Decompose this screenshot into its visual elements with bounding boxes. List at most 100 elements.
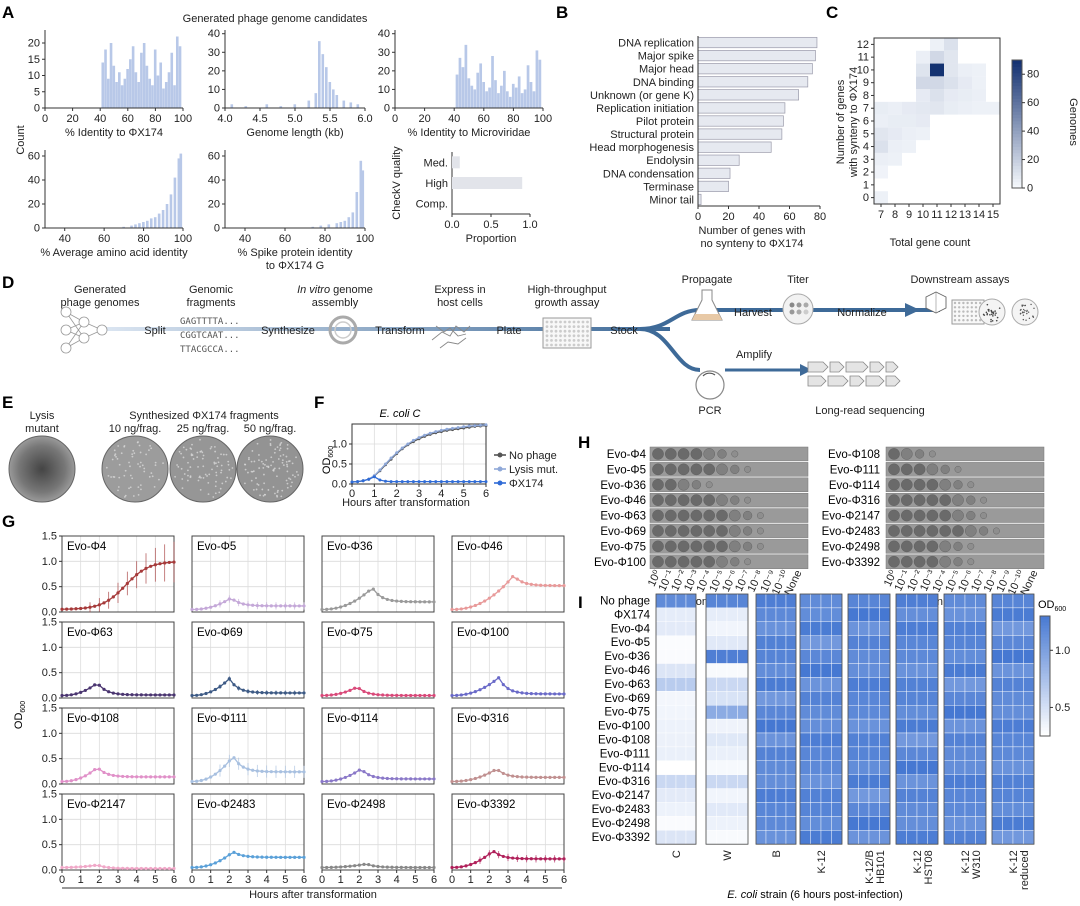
step-fragments: Genomic [189,284,234,296]
plate-well [577,320,580,324]
i-heat-cell [765,677,777,692]
i-heat-cell [726,607,738,623]
i-heat-cell [799,705,811,720]
h-phage-label: Evo-Φ2498 [822,541,880,553]
i-cbar-step [1040,637,1050,641]
a-hist-bar [470,85,474,108]
panel-g-ylabel: OD600 [13,701,27,729]
speckle [290,485,292,488]
g-series-point [241,765,245,769]
f-series-point [445,427,449,431]
speckle [253,460,256,463]
i-heat-cell [858,691,870,706]
c-heat-cell [972,89,986,102]
b-xtick-label: 80 [814,211,826,223]
i-heat-cell [831,746,843,762]
assay-plate-well [966,301,969,305]
h-spot [901,494,913,506]
i-heat-cell [943,760,955,775]
i-heat-cell [943,649,955,664]
a-xtick-label: 80 [507,113,519,125]
g-series-point [404,865,408,870]
g-series-point [163,561,167,565]
speckle [124,469,127,472]
g-series-point [562,584,566,588]
i-heat-cell [847,760,859,775]
g-series-point [93,863,97,867]
i-heat-cell [975,718,987,734]
speckle [276,495,279,498]
c-cbar-step [1012,159,1022,163]
neural-network-icon [60,306,108,354]
plate-well [572,325,576,328]
speckle [291,481,293,484]
g-series-point [255,855,259,859]
g-series-point [121,586,125,590]
i-heat-cell [685,774,697,789]
g-series-point [102,601,106,605]
h-spot [913,463,926,476]
i-heat-cell [964,718,976,734]
i-heat-cell [675,746,687,762]
assay-plate-well [974,314,978,318]
a-hist-bar [356,104,360,108]
plate-well [545,343,549,347]
g-series-point [539,692,543,696]
i-column-frame [705,593,749,845]
speckle [274,492,276,495]
a-hist-bar [134,72,138,108]
plate-well [572,343,576,347]
g-series-point [237,686,241,690]
h-spot [926,509,939,522]
a-hist-bar [244,106,248,108]
i-heat-cell [943,593,955,609]
i-heat-cell [916,593,928,609]
speckle [248,458,250,461]
f-series-point [439,428,443,432]
i-heat-cell [675,635,687,650]
a-xtick-label: 100 [534,113,552,125]
plate-well [586,334,589,338]
i-heat-cell [1012,718,1024,734]
i-heat-cell [858,677,870,692]
i-heat-cell [737,830,749,845]
speckle [294,475,296,478]
g-series-point [529,582,533,586]
plaque-dot [1032,316,1035,318]
speckle [286,463,288,466]
i-heat-cell [879,593,891,609]
i-heat-cell [785,691,797,706]
plate-well [545,329,549,333]
i-heat-cell [927,830,939,845]
i-heat-cell [895,705,907,720]
i-heat-cell [991,635,1003,650]
speckle [214,485,217,488]
i-cbar-step [1040,718,1050,722]
i-heat-cell [975,760,987,775]
c-cbar-step [1012,60,1022,64]
i-heat-cell [785,732,797,748]
a-xtick-label: 40 [448,113,460,125]
g-series-point [557,692,561,696]
g-series-point [353,771,357,775]
i-heat-cell [954,802,966,817]
i-heat-cell [879,774,891,789]
i-heat-cell [799,788,811,803]
g-phage-title: Evo-Φ111 [197,713,247,725]
g-series-point [525,581,529,586]
h-spot [757,527,764,535]
workflow-normalize-arrowhead [905,303,920,317]
h-spot [926,525,939,537]
i-heat-cell [868,718,880,734]
g-series-point [497,676,501,680]
h-spot-strip [885,462,1045,477]
i-heat-cell [755,649,767,664]
g-series-point [339,865,343,869]
f-series-point [367,477,371,481]
i-heat-cell [975,621,987,636]
step-generated: Generated [74,284,126,296]
g-series-point [367,863,371,867]
speckle [131,477,134,480]
g-series-point [562,775,566,780]
g-ytick-label: 0.0 [42,607,57,619]
